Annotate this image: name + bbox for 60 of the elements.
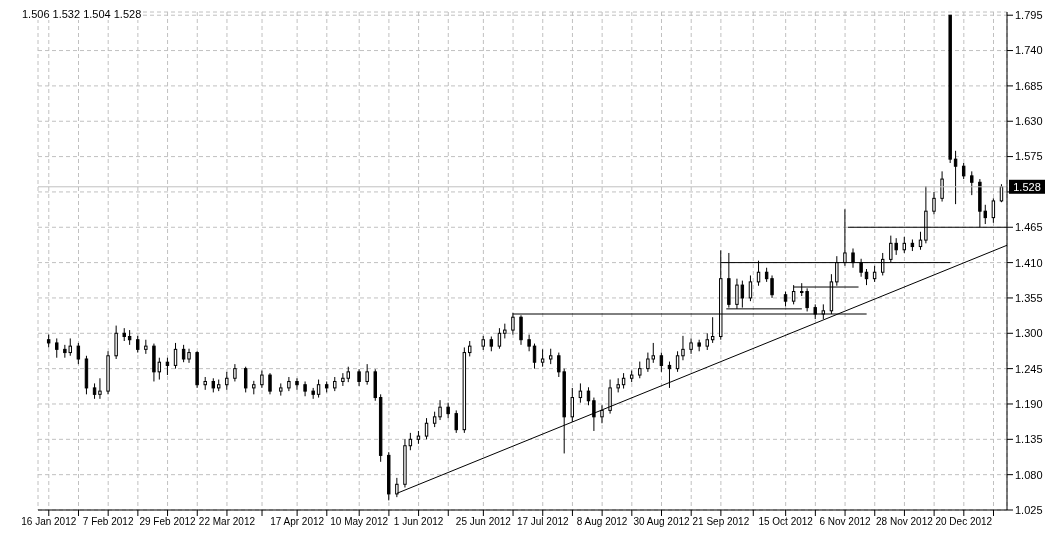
candlestick <box>970 170 974 196</box>
candlestick <box>303 380 307 397</box>
x-tick-label: 16 Jan 2012 <box>21 516 77 528</box>
candlestick <box>114 325 118 360</box>
candlestick <box>454 409 458 434</box>
candlestick <box>76 342 81 365</box>
candlestick <box>608 379 612 415</box>
y-tick-label: 1.685 <box>1015 79 1043 92</box>
candlestick <box>932 191 936 215</box>
candlestick <box>748 274 753 302</box>
ref-line-label: 1.528 <box>1013 180 1041 193</box>
x-tick-label: 10 May 2012 <box>330 516 389 528</box>
x-tick-label: 30 Aug 2012 <box>633 516 691 528</box>
x-tick-label: 8 Aug 2012 <box>576 516 628 528</box>
x-tick-label: 6 Nov 2012 <box>819 516 872 528</box>
y-tick-label: 1.410 <box>1015 256 1043 269</box>
candlestick <box>689 337 693 355</box>
candlestick <box>295 377 299 391</box>
x-tick-label: 7 Feb 2012 <box>82 516 134 528</box>
y-tick-label: 1.575 <box>1015 150 1043 163</box>
annotation: 1.506 1.532 1.504 1.528 <box>22 8 142 20</box>
candlestick <box>710 316 715 344</box>
y-tick-label: 1.465 <box>1015 221 1043 234</box>
y-tick-label: 1.300 <box>1015 327 1043 340</box>
x-tick-label: 17 Jul 2012 <box>516 516 570 528</box>
candlestick <box>532 343 537 370</box>
candlestick <box>659 352 664 373</box>
y-tick-label: 1.740 <box>1015 44 1043 57</box>
y-tick-label: 1.080 <box>1015 468 1043 481</box>
y-tick-label: 1.245 <box>1015 362 1043 375</box>
x-tick-label: 28 Nov 2012 <box>876 516 934 528</box>
candlestick <box>527 334 531 352</box>
candlestick <box>592 397 596 432</box>
candlestick <box>365 363 369 386</box>
candlestick <box>991 197 996 224</box>
x-tick-label: 25 Jun 2012 <box>455 516 512 528</box>
candlestick <box>243 366 248 393</box>
x-tick-label: 29 Feb 2012 <box>139 516 197 528</box>
candlestick <box>268 372 272 395</box>
y-tick-label: 1.630 <box>1015 115 1043 128</box>
y-tick-label: 1.190 <box>1015 397 1043 410</box>
y-tick-label: 1.025 <box>1015 503 1043 516</box>
candlestick <box>570 387 575 423</box>
candlestick <box>667 361 672 389</box>
x-tick-label: 15 Oct 2012 <box>758 516 814 528</box>
x-tick-label: 1 Jun 2012 <box>393 516 444 528</box>
candlestick <box>55 337 59 359</box>
x-tick-label: 17 Apr 2012 <box>270 516 325 528</box>
candlestick <box>98 377 102 400</box>
candlestick <box>446 402 450 419</box>
y-tick-label: 1.355 <box>1015 291 1043 304</box>
y-tick-label: 1.135 <box>1015 433 1043 446</box>
candlestick <box>681 335 685 361</box>
candlestick <box>600 404 604 424</box>
x-tick-label: 21 Sep 2012 <box>692 516 750 528</box>
candlestick <box>578 382 583 404</box>
x-tick-label: 20 Dec 2012 <box>935 516 993 528</box>
x-tick-label: 22 Mar 2012 <box>198 516 256 528</box>
candlestick <box>940 170 944 203</box>
y-tick-label: 1.795 <box>1015 9 1043 22</box>
